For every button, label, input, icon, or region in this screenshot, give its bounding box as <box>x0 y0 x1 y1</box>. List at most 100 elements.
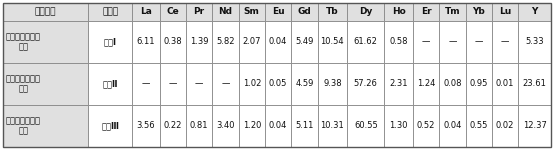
Text: 5.33: 5.33 <box>525 38 544 46</box>
Text: Ce: Ce <box>167 8 179 16</box>
Bar <box>186 105 212 147</box>
Bar <box>291 3 317 21</box>
Text: 0.38: 0.38 <box>163 38 182 46</box>
Text: 10.54: 10.54 <box>321 38 344 46</box>
Text: Er: Er <box>420 8 432 16</box>
Text: 1.30: 1.30 <box>389 122 408 130</box>
Text: 9.38: 9.38 <box>323 80 342 88</box>
Text: 3.56: 3.56 <box>137 122 155 130</box>
Text: La: La <box>140 8 152 16</box>
Text: —: — <box>448 38 456 46</box>
Bar <box>239 63 265 105</box>
Text: 1.20: 1.20 <box>243 122 261 130</box>
Bar <box>212 105 239 147</box>
Text: 0.55: 0.55 <box>469 122 488 130</box>
Text: 0.52: 0.52 <box>417 122 435 130</box>
Bar <box>518 3 551 21</box>
Text: 原料Ⅰ: 原料Ⅰ <box>104 38 117 46</box>
Bar <box>439 21 465 63</box>
Text: 0.95: 0.95 <box>469 80 488 88</box>
Bar <box>347 105 384 147</box>
Text: Gd: Gd <box>297 8 311 16</box>
Text: 5.11: 5.11 <box>295 122 314 130</box>
Bar <box>3 3 89 21</box>
Bar <box>265 63 291 105</box>
Bar <box>492 3 518 21</box>
Bar <box>518 105 551 147</box>
Bar <box>186 63 212 105</box>
Text: Y: Y <box>531 8 538 16</box>
Text: 0.04: 0.04 <box>269 122 288 130</box>
Text: 0.58: 0.58 <box>389 38 408 46</box>
Text: —: — <box>221 80 230 88</box>
Text: 0.81: 0.81 <box>190 122 208 130</box>
Text: —: — <box>422 38 430 46</box>
Bar <box>89 63 132 105</box>
Text: 3.40: 3.40 <box>216 122 235 130</box>
Bar <box>317 63 347 105</box>
Bar <box>317 3 347 21</box>
Bar <box>132 21 160 63</box>
Text: Eu: Eu <box>272 8 284 16</box>
Bar <box>347 21 384 63</box>
Text: 5.49: 5.49 <box>295 38 314 46</box>
Bar <box>291 21 317 63</box>
Bar <box>239 105 265 147</box>
Bar <box>439 3 465 21</box>
Text: 2.07: 2.07 <box>243 38 261 46</box>
Text: 4.59: 4.59 <box>295 80 314 88</box>
Text: 1.39: 1.39 <box>190 38 208 46</box>
Bar <box>465 105 492 147</box>
Bar <box>160 21 186 63</box>
Bar <box>3 21 89 63</box>
Bar <box>291 105 317 147</box>
Text: 6.11: 6.11 <box>137 38 155 46</box>
Bar <box>384 105 413 147</box>
Bar <box>384 3 413 21</box>
Bar <box>89 3 132 21</box>
Bar <box>465 21 492 63</box>
Text: 氧化物: 氧化物 <box>102 8 119 16</box>
Bar <box>384 21 413 63</box>
Bar <box>492 63 518 105</box>
Bar <box>239 3 265 21</box>
Text: 0.04: 0.04 <box>269 38 288 46</box>
Bar <box>413 21 439 63</box>
Text: 0.04: 0.04 <box>443 122 461 130</box>
Bar <box>317 21 347 63</box>
Bar <box>265 3 291 21</box>
Text: Tm: Tm <box>444 8 460 16</box>
Text: —: — <box>142 80 150 88</box>
Bar <box>160 63 186 105</box>
Bar <box>317 105 347 147</box>
Text: 多进料多出口分
组料: 多进料多出口分 组料 <box>6 116 41 136</box>
Bar <box>212 3 239 21</box>
Text: Nd: Nd <box>218 8 233 16</box>
Bar <box>413 3 439 21</box>
Text: 61.62: 61.62 <box>354 38 378 46</box>
Bar <box>160 105 186 147</box>
Text: —: — <box>501 38 509 46</box>
Text: 10.31: 10.31 <box>320 122 344 130</box>
Text: 原料Ⅱ: 原料Ⅱ <box>102 80 118 88</box>
Bar <box>518 63 551 105</box>
Bar <box>347 3 384 21</box>
Bar <box>439 105 465 147</box>
Bar <box>465 63 492 105</box>
Text: 0.08: 0.08 <box>443 80 461 88</box>
Text: Tb: Tb <box>326 8 338 16</box>
Bar <box>265 105 291 147</box>
Text: 0.02: 0.02 <box>496 122 514 130</box>
Bar <box>518 21 551 63</box>
Bar <box>239 21 265 63</box>
Bar <box>3 63 89 105</box>
Bar <box>413 63 439 105</box>
Text: 60.55: 60.55 <box>354 122 378 130</box>
Bar <box>439 63 465 105</box>
Text: 0.01: 0.01 <box>496 80 514 88</box>
Text: 1.24: 1.24 <box>417 80 435 88</box>
Text: Pr: Pr <box>193 8 205 16</box>
Bar <box>413 105 439 147</box>
Text: 1.02: 1.02 <box>243 80 261 88</box>
Text: 23.61: 23.61 <box>522 80 546 88</box>
